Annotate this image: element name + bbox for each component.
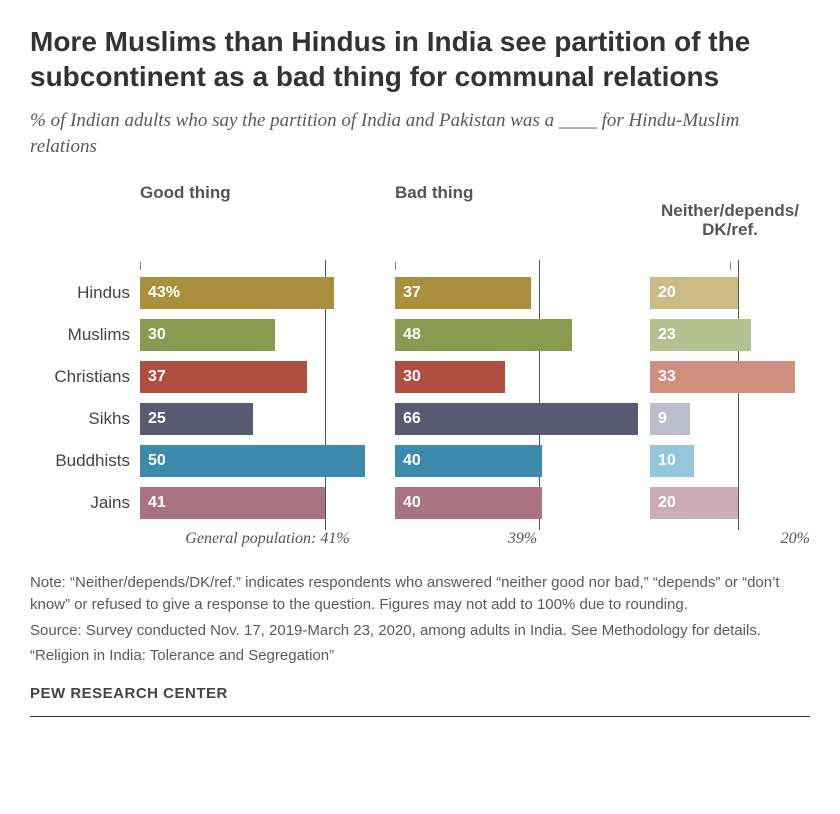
general-population-row: General population: 41% 39% 20%	[140, 530, 810, 548]
bar: 30	[140, 319, 275, 351]
bar-cell: 10	[650, 445, 810, 477]
bar-cell: 25	[140, 403, 395, 435]
chart-row: Jains414020	[140, 482, 810, 524]
bar-cell: 33	[650, 361, 810, 393]
column-header-good-label: Good thing	[140, 183, 231, 202]
bar-cell: 50	[140, 445, 395, 477]
bar-cell: 37	[395, 277, 650, 309]
bar: 30	[395, 361, 505, 393]
chart-note: Note: “Neither/depends/DK/ref.” indicate…	[30, 572, 810, 616]
footer-rule	[30, 716, 810, 717]
bar: 50	[140, 445, 365, 477]
column-header-neither: Neither/depends/ DK/ref.	[650, 183, 810, 270]
bar-cell: 9	[650, 403, 810, 435]
genpop-col2: 39%	[395, 530, 650, 548]
bar: 40	[395, 445, 542, 477]
bar-cell: 40	[395, 445, 650, 477]
bar-cell: 48	[395, 319, 650, 351]
chart-area: Good thing Bad thing Neither/depends/ DK…	[30, 183, 810, 548]
publisher-name: PEW RESEARCH CENTER	[30, 685, 810, 702]
tick	[730, 262, 731, 270]
bar: 43%	[140, 277, 334, 309]
chart-row: Buddhists504010	[140, 440, 810, 482]
bar: 20	[650, 487, 738, 519]
bar-cell: 43%	[140, 277, 395, 309]
genpop-col3: 20%	[650, 530, 810, 548]
bar: 20	[650, 277, 738, 309]
chart-row: Christians373033	[140, 356, 810, 398]
bar: 37	[140, 361, 307, 393]
column-header-bad: Bad thing	[395, 183, 650, 270]
column-header-good: Good thing	[140, 183, 395, 270]
bar-cell: 37	[140, 361, 395, 393]
chart-title: More Muslims than Hindus in India see pa…	[30, 24, 810, 94]
row-label: Sikhs	[30, 409, 130, 429]
bar-cell: 23	[650, 319, 810, 351]
bar: 23	[650, 319, 751, 351]
bar: 48	[395, 319, 572, 351]
bar: 66	[395, 403, 638, 435]
bar-cell: 66	[395, 403, 650, 435]
tick	[140, 262, 141, 270]
tick	[395, 262, 396, 270]
bar-cell: 40	[395, 487, 650, 519]
bar: 41	[140, 487, 325, 519]
chart-row: Hindus43%3720	[140, 272, 810, 314]
chart-report-name: “Religion in India: Tolerance and Segreg…	[30, 645, 810, 667]
chart-row: Sikhs25669	[140, 398, 810, 440]
bar-cell: 30	[140, 319, 395, 351]
column-header-bad-label: Bad thing	[395, 183, 473, 202]
bar-cell: 30	[395, 361, 650, 393]
bar: 10	[650, 445, 694, 477]
row-label: Jains	[30, 493, 130, 513]
bar: 37	[395, 277, 531, 309]
bar: 33	[650, 361, 795, 393]
bar: 25	[140, 403, 253, 435]
genpop-col1: General population: 41%	[140, 530, 395, 548]
bar: 40	[395, 487, 542, 519]
column-headers: Good thing Bad thing Neither/depends/ DK…	[140, 183, 810, 270]
chart-source-note: Source: Survey conducted Nov. 17, 2019-M…	[30, 620, 810, 642]
row-label: Buddhists	[30, 451, 130, 471]
row-label: Hindus	[30, 283, 130, 303]
bar-cell: 20	[650, 277, 810, 309]
row-label: Muslims	[30, 325, 130, 345]
rows-container: Hindus43%3720Muslims304823Christians3730…	[140, 272, 810, 524]
bar: 9	[650, 403, 690, 435]
chart-subtitle: % of Indian adults who say the partition…	[30, 108, 810, 159]
bar-cell: 41	[140, 487, 395, 519]
row-label: Christians	[30, 367, 130, 387]
chart-row: Muslims304823	[140, 314, 810, 356]
column-header-neither-label: Neither/depends/ DK/ref.	[661, 201, 799, 239]
bar-cell: 20	[650, 487, 810, 519]
